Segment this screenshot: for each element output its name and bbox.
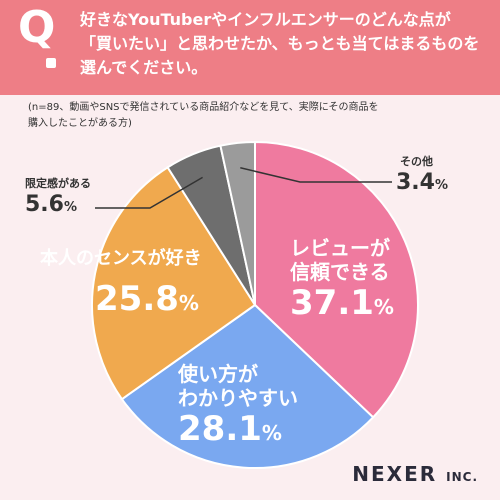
slice-label-text: 使い方が — [178, 362, 258, 386]
question-mark-dot — [46, 58, 56, 68]
leader-line-limited — [95, 176, 203, 209]
slice-label-text: レビューが — [290, 236, 390, 260]
brand-logo: NEXER INC. — [352, 462, 478, 486]
slice-label-text: 本人のセンスが好き — [40, 248, 202, 269]
slice-label-4: その他 — [400, 154, 433, 169]
slice-label-text: その他 — [400, 155, 433, 168]
slice-label-2: 本人のセンスが好き — [40, 248, 202, 270]
slice-value-4: 3.4% — [396, 170, 449, 195]
question-text: 好きなYouTuberやインフルエンサーのどんな点が 「買いたい」と思わせたか、… — [80, 8, 490, 80]
sample-note-line-2: 購入したことがある方) — [28, 118, 132, 129]
brand-suffix: INC. — [446, 470, 478, 484]
slice-label-text-2: 信頼できる — [290, 260, 390, 284]
pie-slice-1 — [120, 303, 375, 469]
question-line-3: 選んでください。 — [80, 58, 208, 77]
question-line-1: 好きなYouTuberやインフルエンサーのどんな点が — [80, 10, 451, 29]
slice-label-3: 限定感がある — [25, 176, 91, 191]
slice-value-3: 5.6% — [25, 192, 78, 217]
pie-slice-4 — [219, 140, 256, 306]
leader-line-other — [240, 167, 392, 183]
pie-slice-0 — [254, 140, 419, 419]
sample-note: (n=89、動画やSNSで発信されている商品紹介などを見て、実際にその商品を 購… — [28, 100, 478, 132]
slice-label-1: 使い方が わかりやすい — [178, 362, 298, 410]
question-line-2: 「買いたい」と思わせたか、もっとも当てはまるものを — [80, 34, 480, 53]
slice-value-0: 37.1% — [290, 283, 394, 323]
slice-value-1: 28.1% — [178, 409, 282, 449]
question-header: Q 好きなYouTuberやインフルエンサーのどんな点が 「買いたい」と思わせた… — [0, 0, 500, 95]
slice-label-text: 限定感がある — [25, 177, 91, 190]
slice-label-text-2: わかりやすい — [178, 386, 298, 410]
pie-slice-2 — [91, 165, 257, 401]
question-mark: Q — [18, 2, 56, 53]
slice-value-2: 25.8% — [95, 279, 199, 319]
slice-label-0: レビューが 信頼できる — [290, 236, 390, 284]
brand-name: NEXER — [352, 462, 438, 486]
sample-note-line-1: (n=89、動画やSNSで発信されている商品紹介などを見て、実際にその商品を — [28, 102, 379, 113]
